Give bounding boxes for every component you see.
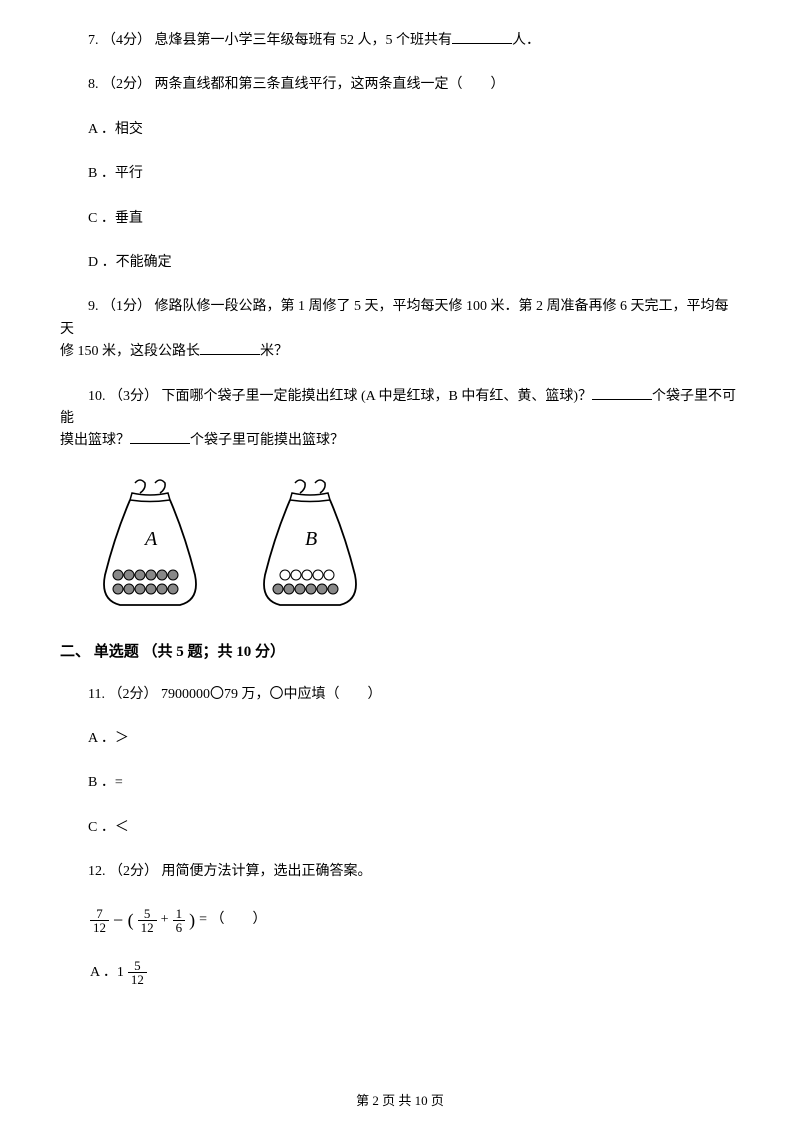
q10-line1-before: 10. （3分） 下面哪个袋子里一定能摸出红球 (A 中是红球，B 中有红、黄、…	[88, 389, 592, 404]
q12-frac2: 5 12	[138, 907, 157, 934]
q7-blank	[452, 30, 512, 44]
q10-line2-after: 个袋子里可能摸出篮球？	[190, 433, 344, 448]
q12-frac3-num: 1	[173, 907, 186, 921]
q7-text-before: 7. （4分） 息烽县第一小学三年级每班有 52 人，5 个班共有	[88, 33, 452, 48]
question-8: 8. （2分） 两条直线都和第三条直线平行，这两条直线一定（ ）	[60, 74, 740, 96]
q12-frac3: 1 6	[173, 907, 186, 934]
q8-option-b: B ．平行	[60, 163, 740, 185]
q12-optA-prefix: A ．1	[90, 962, 124, 984]
bag-b-balls	[273, 570, 338, 594]
q10-line2-before: 摸出篮球？	[60, 433, 130, 448]
q10-blank1	[592, 386, 652, 400]
q7-text-after: 人．	[512, 33, 540, 48]
bag-a-balls	[113, 570, 178, 594]
q9-line2-after: 米？	[260, 344, 288, 359]
q12-frac1-den: 12	[90, 921, 109, 934]
q12-paren-open: − (	[113, 906, 134, 935]
section-2-title: 二、 单选题 （共 5 题；共 10 分）	[60, 640, 740, 664]
q12-paren-close: )	[189, 906, 195, 935]
bag-a-icon: A	[90, 475, 210, 615]
q8-option-c: C ．垂直	[60, 208, 740, 230]
q9-line2-before: 修 150 米，这段公路长	[60, 344, 200, 359]
q12-optA-frac: 5 12	[128, 959, 147, 986]
q12-eq-suffix: = （ ）	[199, 909, 266, 931]
q8-option-a: A ．相交	[60, 119, 740, 141]
q12-frac2-num: 5	[138, 907, 157, 921]
q12-frac2-den: 12	[138, 921, 157, 934]
question-9-line1: 9. （1分） 修路队修一段公路，第 1 周修了 5 天，平均每天修 100 米…	[60, 296, 740, 341]
page-footer: 第 2 页 共 10 页	[0, 1091, 800, 1112]
bags-illustration: A B	[90, 475, 740, 615]
q12-frac1-num: 7	[90, 907, 109, 921]
q12-equation: 7 12 − ( 5 12 + 1 6 ) = （ ）	[90, 906, 740, 935]
bag-a-label: A	[143, 528, 158, 550]
question-9-line2: 修 150 米，这段公路长 米？	[60, 341, 740, 363]
question-10-line2: 摸出篮球？ 个袋子里可能摸出篮球？	[60, 430, 740, 452]
q12-plus: +	[161, 909, 169, 931]
q11-option-c: C ．＜	[60, 817, 740, 839]
bag-b-label: B	[305, 528, 317, 550]
q9-blank	[200, 341, 260, 355]
q11-option-b: B ．=	[60, 772, 740, 794]
q10-blank2	[130, 430, 190, 444]
question-12: 12. （2分） 用简便方法计算，选出正确答案。	[60, 861, 740, 883]
bag-b-icon: B	[250, 475, 370, 615]
q12-frac3-den: 6	[173, 921, 186, 934]
question-11: 11. （2分） 7900000〇79 万，〇中应填（ ）	[60, 684, 740, 706]
q12-optA-den: 12	[128, 973, 147, 986]
q11-option-a: A ．＞	[60, 728, 740, 750]
q12-option-a: A ．1 5 12	[90, 959, 740, 986]
question-7: 7. （4分） 息烽县第一小学三年级每班有 52 人，5 个班共有 人．	[60, 30, 740, 52]
q12-frac1: 7 12	[90, 907, 109, 934]
q8-option-d: D ．不能确定	[60, 252, 740, 274]
q12-optA-num: 5	[128, 959, 147, 973]
question-10-line1: 10. （3分） 下面哪个袋子里一定能摸出红球 (A 中是红球，B 中有红、黄、…	[60, 386, 740, 431]
